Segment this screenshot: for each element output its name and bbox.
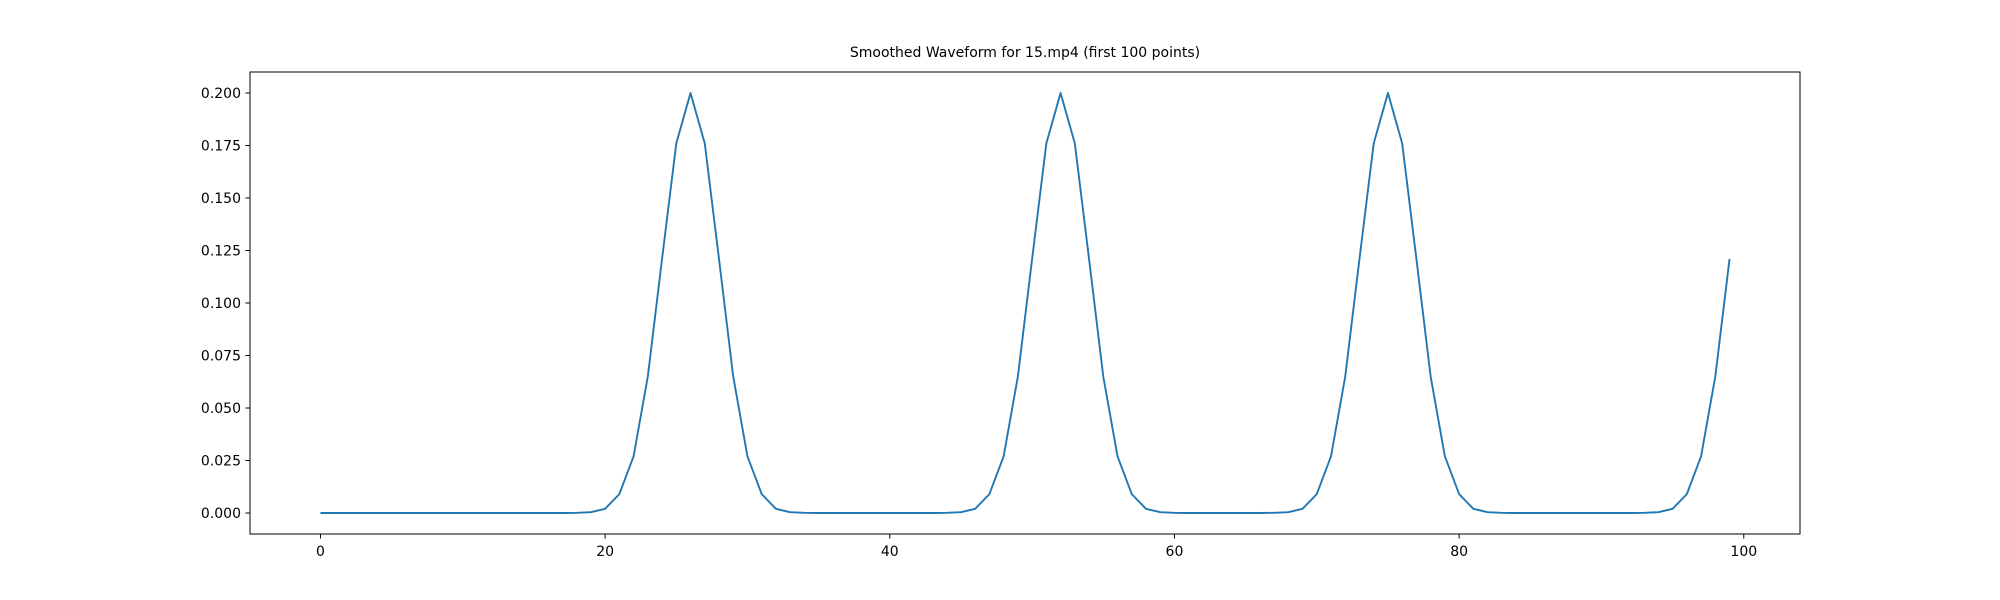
waveform-line [320, 92, 1731, 514]
y-tick-label: 0.175 [201, 139, 241, 155]
y-tick-label: 0.100 [201, 296, 241, 312]
y-tick-label: 0.000 [201, 506, 241, 522]
plot-frame [249, 71, 1801, 535]
x-tick-label: 100 [1730, 544, 1757, 560]
y-tick-label: 0.050 [201, 401, 241, 417]
x-tick-label: 40 [881, 544, 899, 560]
y-tick-label: 0.200 [201, 86, 241, 102]
y-tick-label: 0.150 [201, 191, 241, 207]
y-tick-label: 0.025 [201, 454, 241, 470]
x-tick-label: 60 [1166, 544, 1184, 560]
x-tick-label: 20 [596, 544, 614, 560]
y-tick-label: 0.075 [201, 349, 241, 365]
y-tick-label: 0.125 [201, 244, 241, 260]
chart-title: Smoothed Waveform for 15.mp4 (first 100 … [850, 45, 1200, 61]
x-tick-label: 80 [1450, 544, 1468, 560]
x-tick-label: 0 [316, 544, 325, 560]
